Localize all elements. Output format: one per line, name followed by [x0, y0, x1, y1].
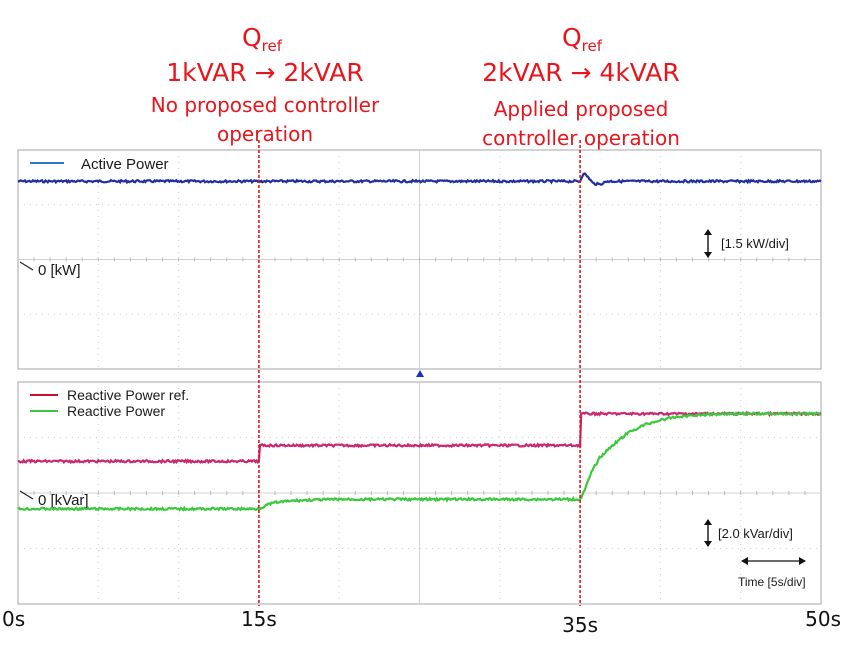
time-axis: 0s 15s 35s 50s	[2, 607, 841, 637]
annotation-right: Qref 2kVAR → 4kVAR Applied proposed cont…	[482, 23, 680, 150]
q-ref-symbol: Q	[562, 23, 582, 52]
time-tick-label: 35s	[562, 613, 598, 637]
time-scale-label: Time [5s/div]	[738, 575, 806, 589]
legend-label-active-power: Active Power	[81, 156, 169, 173]
legend-label-reactive-ref: Reactive Power ref.	[67, 387, 189, 403]
svg-text:Qref: Qref	[242, 23, 283, 55]
zero-marker-arrow	[19, 490, 34, 500]
q-ref-subscript: ref	[262, 37, 283, 55]
series-group	[17, 410, 822, 512]
time-scale-arrow	[741, 557, 806, 565]
annotation-left-change: 1kVAR → 2kVAR	[166, 58, 364, 87]
scale-label-top: [1.5 kW/div]	[721, 236, 789, 251]
time-tick-label: 15s	[241, 607, 277, 631]
q-ref-symbol: Q	[242, 23, 262, 52]
scale-arrow-top	[704, 229, 712, 258]
annotation-right-change: 2kVAR → 4kVAR	[482, 58, 680, 87]
zero-label-kvar: 0 [kVar]	[38, 492, 89, 509]
annotation-left-line2: operation	[217, 122, 313, 146]
event-lines	[258, 140, 581, 606]
scale-label-bottom: [2.0 kVar/div]	[718, 526, 793, 541]
annotation-right-line2: controller operation	[482, 126, 680, 150]
time-tick-label: 0s	[2, 607, 25, 631]
annotation-left-line1: No proposed controller	[151, 93, 380, 117]
q-ref-subscript: ref	[582, 37, 603, 55]
time-tick-label: 50s	[805, 607, 841, 631]
series-line-reactive-power	[17, 410, 822, 512]
annotation-left: Qref 1kVAR → 2kVAR No proposed controlle…	[151, 23, 380, 146]
zero-label-kw: 0 [kW]	[38, 262, 81, 279]
trigger-marker-icon	[416, 370, 424, 377]
active-power-panel: Active Power 0 [kW] [1.5 kW/div]	[17, 149, 822, 370]
legend-label-reactive: Reactive Power	[67, 403, 165, 419]
annotation-right-line1: Applied proposed	[494, 97, 669, 121]
scale-arrow-bottom	[704, 519, 712, 547]
reactive-power-panel: Reactive Power ref. Reactive Power 0 [kV…	[17, 381, 822, 605]
svg-text:Qref: Qref	[562, 23, 603, 55]
series-line-active-power	[17, 172, 822, 187]
series-group	[17, 172, 822, 187]
zero-marker-arrow	[19, 261, 34, 271]
